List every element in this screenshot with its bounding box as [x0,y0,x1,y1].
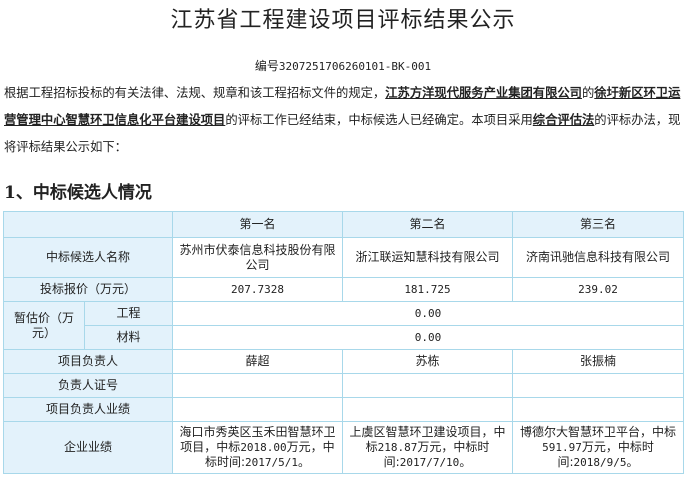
project-name: 徐圩新区环卫运营管理中心智慧环卫信息化平台建设项目 [4,86,681,127]
intro-text: 的 [581,86,595,100]
perf-cell [342,397,513,422]
intro-text: 的评标工作已经结束，中标候选人已经确定。本项目采用 [225,113,533,127]
row-label: 企业业绩 [3,421,173,474]
company-performance: 海口市秀英区玉禾田智慧环卫项目，中标2018.00万元，中标时间:2017/5/… [172,421,343,474]
cert-cell [172,373,343,398]
cert-cell [512,373,684,398]
table-row: 中标候选人名称 苏州市伏泰信息科技股份有限公司 浙江联运知慧科技有限公司 济南讯… [3,237,684,278]
evaluation-method: 综合评估法 [532,113,595,127]
candidate-name: 济南讯驰信息科技有限公司 [512,237,684,278]
candidate-name: 浙江联运知慧科技有限公司 [342,237,513,278]
row-label: 投标报价（万元） [3,277,173,302]
manager-name: 薛超 [172,349,343,374]
table-row: 材料 0.00 [4,325,684,350]
code-value: 3207251706260101-BK-001 [278,60,432,73]
manager-name: 苏栋 [342,349,513,374]
table-header-row: 第一名 第二名 第三名 [3,211,684,238]
row-sublabel: 工程 [84,301,173,326]
table-row: 负责人证号 [3,373,684,398]
engineering-value: 0.00 [172,301,684,326]
rank-3-header: 第三名 [512,211,684,238]
row-label: 暂估价（万元） [3,301,85,350]
section-title: 1、中标候选人情况 [4,183,152,203]
agency-name: 江苏方洋现代服务产业集团有限公司 [385,86,582,100]
table-row: 项目负责人业绩 [3,397,684,422]
bid-price: 181.725 [342,277,513,302]
table-row: 企业业绩 海口市秀英区玉禾田智慧环卫项目，中标2018.00万元，中标时间:20… [3,421,684,474]
document-number: 编号3207251706260101-BK-001 [0,57,686,74]
page-title: 江苏省工程建设项目评标结果公示 [170,8,516,33]
bid-price: 207.7328 [172,277,343,302]
table-row: 投标报价（万元） 207.7328 181.725 239.02 [3,277,684,302]
intro-text: 的评标办法，现将评标结果公示如下： [4,113,681,154]
table-row: 暂估价（万元） 工程 0.00 [3,301,684,350]
header-empty [3,211,173,238]
code-label: 编号 [254,59,279,73]
company-performance: 上虞区智慧环卫建设项目，中标218.87万元，中标时间:2017/7/10。 [342,421,513,474]
material-value: 0.00 [172,325,684,350]
rank-1-header: 第一名 [172,211,343,238]
candidates-table: 第一名 第二名 第三名 中标候选人名称 苏州市伏泰信息科技股份有限公司 浙江联运… [3,211,684,474]
row-label: 中标候选人名称 [3,237,173,278]
intro-text: 根据工程招标投标的有关法律、法规、规章和该工程招标文件的规定， [4,86,386,100]
company-performance: 博德尔大智慧环卫平台，中标591.97万元，中标时间:2018/9/5。 [512,421,684,474]
row-sublabel: 材料 [84,325,173,350]
table-row: 项目负责人 薛超 苏栋 张振楠 [3,349,684,374]
row-label: 负责人证号 [3,373,173,398]
perf-cell [172,397,343,422]
bid-price: 239.02 [512,277,684,302]
cert-cell [342,373,513,398]
row-label: 项目负责人 [3,349,173,374]
candidate-name: 苏州市伏泰信息科技股份有限公司 [172,237,343,278]
perf-cell [512,397,684,422]
row-label: 项目负责人业绩 [3,397,173,422]
rank-2-header: 第二名 [342,211,513,238]
manager-name: 张振楠 [512,349,684,374]
intro-paragraph: 根据工程招标投标的有关法律、法规、规章和该工程招标文件的规定，江苏方洋现代服务产… [4,80,684,161]
